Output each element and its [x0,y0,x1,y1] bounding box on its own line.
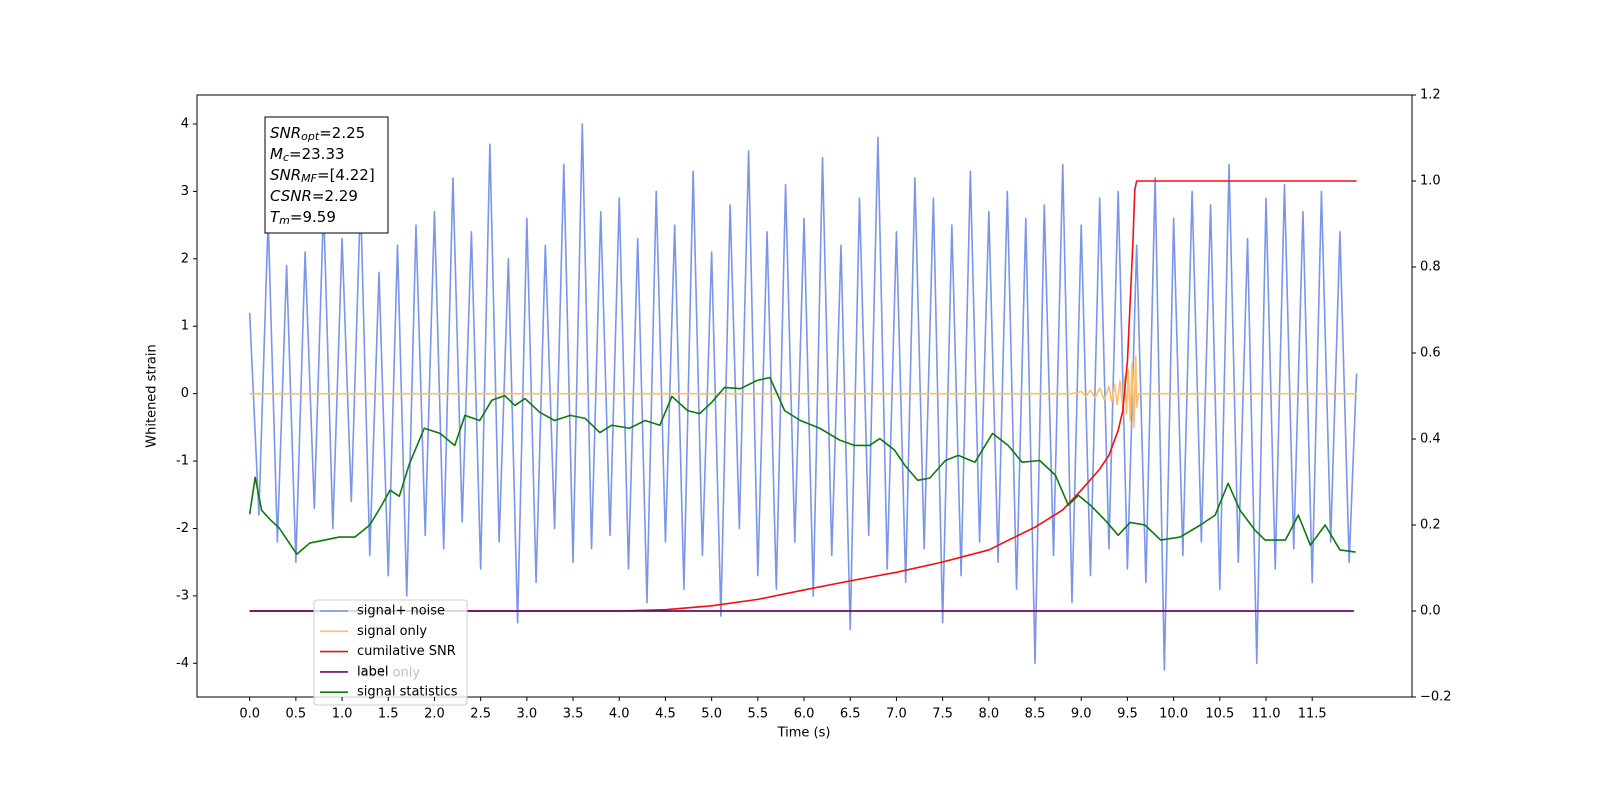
series-line [248,376,1356,556]
annotation-symbol: SNR [270,166,301,184]
annotation-symbol: M [270,145,283,163]
y2-tick-label: 0.0 [1420,604,1441,619]
annotation-value: =23.33 [289,145,345,163]
legend-label: signal only [357,624,427,639]
y2-tick-label: 0.6 [1420,346,1441,361]
annotation-line: CSNR=2.29 [270,187,358,205]
x-tick-label: 9.5 [1117,707,1138,722]
annotation-subscript: opt [301,130,320,143]
annotation-symbol: SNR [270,124,301,142]
y2-tick-label: 1.0 [1420,174,1441,189]
y2-tick-label: 0.8 [1420,260,1441,275]
y2-tick-label: 1.2 [1420,88,1441,103]
annotation-subscript: m [279,214,290,227]
legend-label: label only [357,665,420,680]
legend-label: signal statistics [357,685,458,700]
annotation-line: Mc=23.33 [270,145,345,165]
y-tick-label: 4 [181,116,189,131]
legend-label: signal+ noise [357,604,445,619]
y-axis-label: Whitened strain [145,344,160,447]
series-line [248,123,1358,671]
x-tick-label: 5.5 [747,707,768,722]
y-tick-label: 1 [181,319,189,334]
x-tick-label: 1.0 [332,707,353,722]
x-tick-label: 10.0 [1159,707,1188,722]
annotation-symbol: T [270,208,281,226]
x-tick-label: 6.0 [794,707,815,722]
y-tick-label: -1 [176,454,189,469]
x-tick-label: 11.0 [1252,707,1281,722]
annotation-value: =[4.22] [317,166,375,184]
y2-tick-label: −0.2 [1420,690,1452,705]
x-tick-label: 3.5 [563,707,584,722]
x-tick-label: 11.5 [1298,707,1327,722]
x-tick-label: 8.0 [978,707,999,722]
legend-frame [313,599,468,706]
annotation-value: =2.29 [312,187,358,205]
annotation-frame [264,116,389,234]
x-tick-label: 0.0 [239,707,260,722]
annotation-box: SNRopt=2.25Mc=23.33SNRMF=[4.22]CSNR=2.29… [264,116,389,234]
y-tick-label: 2 [181,251,189,266]
x-tick-label: 2.5 [470,707,491,722]
x-tick-label: 0.5 [286,707,307,722]
x-tick-label: 7.0 [886,707,907,722]
legend-label: label [357,664,388,679]
annotation-value: =2.25 [319,124,365,142]
x-tick-label: 10.5 [1205,707,1234,722]
x-axis-label: Time (s) [777,726,831,741]
x-tick-label: 6.5 [840,707,861,722]
x-tick-label: 8.5 [1025,707,1046,722]
y2-tick-label: 0.4 [1420,432,1441,447]
x-tick-label: 5.0 [701,707,722,722]
x-tick-label: 4.0 [609,707,630,722]
y-tick-label: -3 [176,588,189,603]
annotation-subscript: MF [301,172,317,185]
annotation-symbol: CSNR [270,187,312,205]
x-tick-label: 9.0 [1071,707,1092,722]
y2-tick-label: 0.2 [1420,518,1441,533]
y-tick-label: 0 [181,386,189,401]
y-tick-label: -4 [176,656,189,671]
annotation-subscript: c [283,151,289,164]
annotation-line: SNRMF=[4.22] [270,166,375,186]
x-tick-label: 4.5 [655,707,676,722]
legend-label: cumilative SNR [357,644,456,659]
x-tick-label: 2.0 [424,707,445,722]
series-line [249,355,1357,429]
annotation-value: =9.59 [290,208,336,226]
y-tick-label: 3 [181,184,189,199]
y-tick-label: -2 [176,521,189,536]
annotation-line: Tm=9.59 [270,208,336,228]
series-line [249,180,1357,612]
x-tick-label: 1.5 [378,707,399,722]
annotation-line: SNRopt=2.25 [270,124,365,144]
legend: signal+ noise signal only cumilative SNR la… [313,599,468,706]
x-tick-label: 7.5 [932,707,953,722]
x-tick-label: 3.0 [517,707,538,722]
